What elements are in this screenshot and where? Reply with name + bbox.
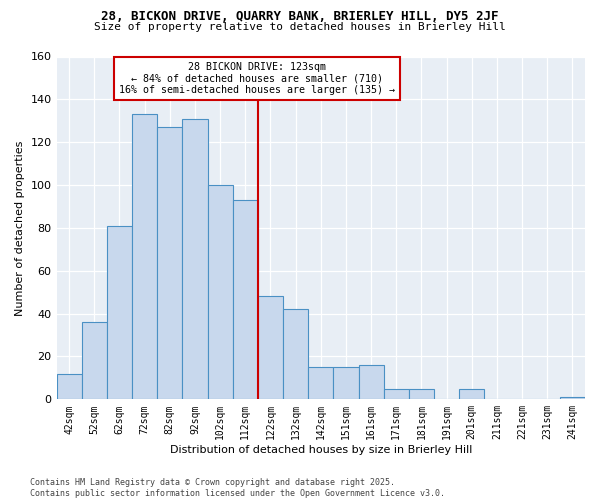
Bar — [157, 127, 182, 400]
Bar — [459, 388, 484, 400]
Bar — [182, 118, 208, 400]
Text: 28, BICKON DRIVE, QUARRY BANK, BRIERLEY HILL, DY5 2JF: 28, BICKON DRIVE, QUARRY BANK, BRIERLEY … — [101, 10, 499, 23]
Bar — [560, 397, 585, 400]
Bar — [283, 310, 308, 400]
Bar — [258, 296, 283, 400]
Bar — [334, 367, 359, 400]
Bar — [409, 388, 434, 400]
Bar — [308, 367, 334, 400]
Y-axis label: Number of detached properties: Number of detached properties — [15, 140, 25, 316]
Text: Size of property relative to detached houses in Brierley Hill: Size of property relative to detached ho… — [94, 22, 506, 32]
Bar — [383, 388, 409, 400]
Bar — [132, 114, 157, 400]
Text: 28 BICKON DRIVE: 123sqm
← 84% of detached houses are smaller (710)
16% of semi-d: 28 BICKON DRIVE: 123sqm ← 84% of detache… — [119, 62, 395, 95]
Bar — [82, 322, 107, 400]
Bar — [233, 200, 258, 400]
Bar — [56, 374, 82, 400]
X-axis label: Distribution of detached houses by size in Brierley Hill: Distribution of detached houses by size … — [170, 445, 472, 455]
Text: Contains HM Land Registry data © Crown copyright and database right 2025.
Contai: Contains HM Land Registry data © Crown c… — [30, 478, 445, 498]
Bar — [359, 365, 383, 400]
Bar — [208, 185, 233, 400]
Bar — [107, 226, 132, 400]
